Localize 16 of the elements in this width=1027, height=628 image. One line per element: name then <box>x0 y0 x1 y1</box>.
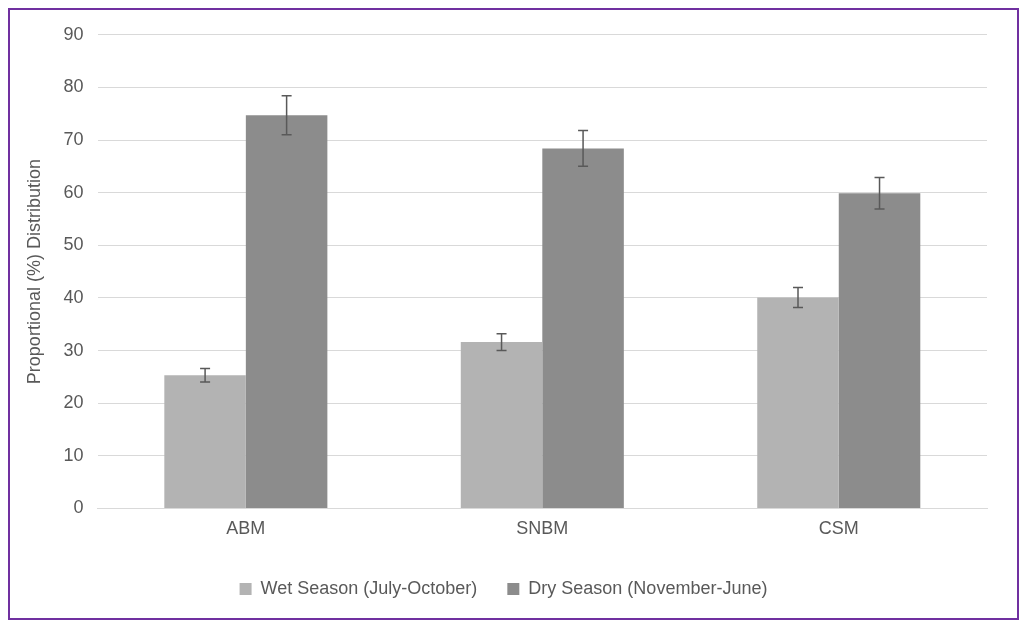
y-tick-label: 90 <box>63 23 84 44</box>
y-tick-label: 60 <box>63 181 84 202</box>
y-tick-label: 40 <box>63 286 84 307</box>
y-tick-label: 50 <box>63 234 84 255</box>
y-tick-label: 30 <box>63 339 84 360</box>
y-tick-label: 80 <box>63 76 84 97</box>
legend-label: Dry Season (November-June) <box>528 577 768 598</box>
y-tick-label: 0 <box>73 497 84 518</box>
x-tick-label: ABM <box>226 518 266 539</box>
y-tick-label: 10 <box>63 444 84 465</box>
legend-label: Wet Season (July-October) <box>260 577 478 598</box>
x-tick-label: CSM <box>818 518 859 539</box>
x-tick-label: SNBM <box>516 518 569 539</box>
y-axis-title: Proportional (%) Distribution <box>23 159 44 385</box>
y-tick-label: 20 <box>63 392 84 413</box>
y-tick-label: 70 <box>63 129 84 150</box>
